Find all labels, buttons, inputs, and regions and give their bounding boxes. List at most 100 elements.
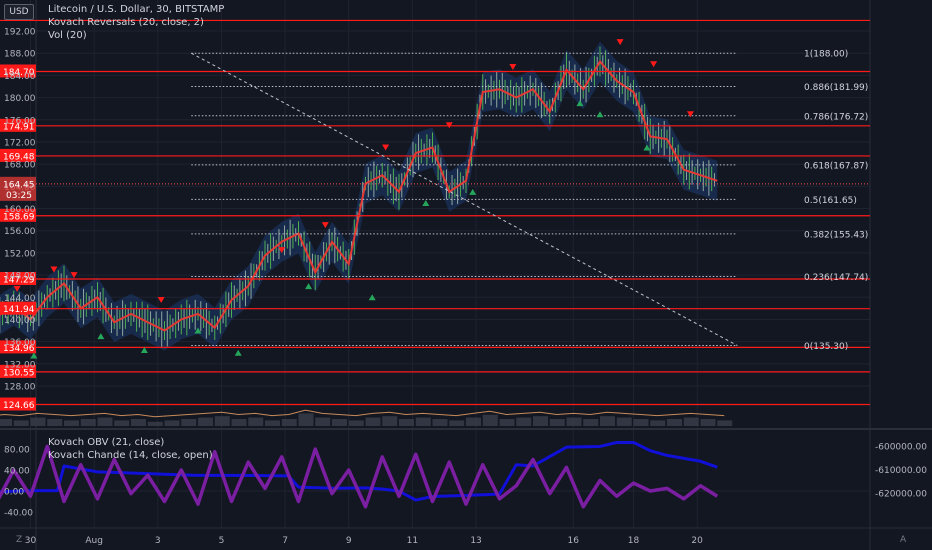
volume-bar: [248, 417, 264, 426]
price-axis-tick-label: 132.00: [4, 360, 36, 370]
current-price-tag: [0, 176, 36, 201]
volume-bar: [231, 419, 247, 426]
indicator-kovach-chande-label[interactable]: Kovach Chande (14, close, open): [48, 450, 213, 461]
price-axis-tick-label: 136.00: [4, 338, 36, 348]
time-axis-tick-label: Aug: [85, 536, 103, 546]
indicator-kovach-obv-label[interactable]: Kovach OBV (21, close): [48, 437, 165, 448]
obv-axis-tick-label: -610000.00: [875, 466, 927, 476]
buy-signal-marker: [643, 144, 651, 151]
level-price-label: 124.66: [3, 401, 35, 411]
buy-signal-marker: [234, 349, 242, 356]
volume-bar: [198, 417, 213, 426]
volume-bar: [499, 419, 515, 426]
price-axis-tick-label: 168.00: [4, 161, 36, 171]
time-axis-tick-label: 7: [282, 536, 288, 546]
volume-bar: [432, 419, 448, 426]
level-price-tag: [0, 397, 36, 411]
fib-level-label: 1(188.00): [804, 50, 848, 60]
volume-bar: [315, 417, 331, 426]
buy-signal-marker: [140, 346, 148, 353]
volume-bar: [382, 416, 398, 426]
level-price-label: 141.94: [3, 305, 35, 315]
volume-bar: [583, 419, 599, 426]
price-axis-tick-label: 140.00: [4, 316, 36, 326]
price-axis-tick-label: 192.00: [4, 28, 36, 38]
volume-bar: [64, 420, 79, 426]
fib-trend-line: [191, 52, 738, 346]
indicator-volume-label[interactable]: Vol (20): [48, 30, 87, 41]
sell-signal-marker: [157, 297, 165, 304]
volume-bar: [97, 417, 113, 426]
fib-level-label: 0(135.30): [804, 342, 848, 352]
volume-bar: [298, 413, 314, 426]
level-price-label: 184.70: [3, 68, 35, 78]
level-price-tag: [0, 118, 36, 132]
buy-signal-marker: [469, 188, 477, 195]
price-axis-tick-label: 128.00: [4, 383, 36, 393]
volume-bar: [717, 420, 733, 426]
time-axis-tick-label: 20: [691, 536, 703, 546]
oscillator-axis-tick-label: 80.00: [4, 446, 30, 456]
volume-bar: [80, 419, 96, 426]
price-axis-tick-label: 156.00: [4, 227, 36, 237]
volume-bar: [616, 417, 632, 426]
sell-signal-marker: [509, 64, 517, 71]
volume-bar: [348, 420, 364, 426]
kovach-obv-line: [0, 440, 718, 502]
time-axis-tick-label: 18: [628, 536, 640, 546]
countdown-label: 03:25: [6, 191, 32, 201]
indicator-kovach-reversals-label[interactable]: Kovach Reversals (20, close, 2): [48, 17, 204, 28]
buy-signal-marker: [368, 294, 376, 301]
price-axis-tick-label: 188.00: [4, 50, 36, 60]
obv-axis-tick-label: -620000.00: [875, 490, 927, 500]
sell-signal-marker: [616, 39, 624, 46]
currency-button[interactable]: USD: [4, 4, 34, 20]
time-axis-tick-label: 9: [346, 536, 352, 546]
volume-bar: [633, 419, 649, 426]
volume-bar: [332, 419, 347, 426]
volume-bar: [566, 417, 582, 426]
volume-bar: [13, 420, 29, 426]
level-price-tag: [0, 64, 36, 78]
volume-bar: [683, 417, 699, 426]
volume-bar: [147, 421, 163, 426]
buy-signal-marker: [97, 333, 105, 340]
buy-signal-marker: [422, 199, 430, 206]
volume-bar: [281, 419, 297, 426]
timezone-button[interactable]: Z: [16, 535, 23, 545]
buy-signal-marker: [596, 111, 604, 118]
level-price-tag: [0, 272, 36, 286]
volume-bar: [47, 419, 63, 426]
sell-signal-marker: [50, 266, 58, 273]
chart-title: Litecoin / U.S. Dollar, 30, BITSTAMP: [48, 4, 225, 15]
volume-average-line: [0, 409, 725, 418]
volume-bar: [114, 420, 130, 426]
oscillator-axis-tick-label: 0.00: [4, 488, 24, 498]
price-line: [0, 59, 718, 332]
price-axis-tick-label: 144.00: [4, 294, 36, 304]
sell-signal-marker: [445, 122, 453, 129]
volume-bar: [365, 417, 381, 426]
price-axis-tick-label: 172.00: [4, 138, 36, 148]
buy-signal-marker: [305, 283, 313, 290]
price-axis-tick-label: 184.00: [4, 72, 36, 82]
level-price-label: 147.29: [3, 276, 35, 286]
time-axis-tick-label: 5: [219, 536, 225, 546]
volume-bar: [164, 420, 180, 426]
level-price-label: 134.96: [3, 344, 35, 354]
sell-signal-marker: [70, 272, 78, 279]
volume-bar: [214, 416, 230, 426]
sell-signal-marker: [278, 247, 286, 254]
auto-scale-button[interactable]: A: [900, 535, 907, 545]
volume-bar: [482, 414, 498, 426]
price-axis-tick-label: 180.00: [4, 94, 36, 104]
level-price-tag: [0, 340, 36, 354]
buy-signal-marker: [576, 100, 584, 107]
current-price-label: 164.45: [3, 180, 35, 190]
time-axis-tick-label: 30: [25, 536, 37, 546]
buy-signal-marker: [194, 327, 202, 334]
sell-signal-marker: [13, 285, 21, 292]
level-price-tag: [0, 208, 36, 222]
level-price-label: 130.55: [3, 368, 35, 378]
